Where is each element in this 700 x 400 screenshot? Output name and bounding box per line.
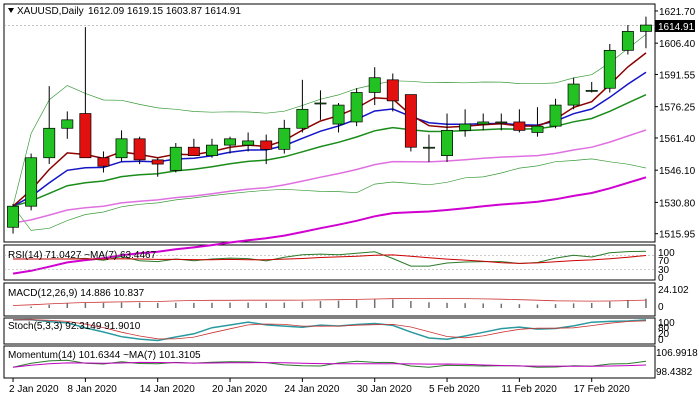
- momentum-line: [12, 359, 647, 368]
- candle-body: [133, 138, 146, 161]
- ohlc-readout: 1612.09 1619.15 1603.87 1614.91: [88, 6, 241, 17]
- momentum-panel: [3, 345, 656, 379]
- rsi-level-0: 0: [658, 273, 664, 284]
- candle-body: [350, 92, 363, 123]
- bollinger-lower-line: [12, 158, 647, 231]
- candle-body: [97, 157, 110, 167]
- price-axis: 1621.70 1606.40 1591.55 1576.25 1561.40 1546.…: [655, 7, 696, 241]
- candle-body: [531, 125, 544, 133]
- momentum-level-min: 98.4382: [656, 367, 693, 378]
- candle-body: [404, 94, 417, 148]
- candle-body: [7, 205, 19, 228]
- symbol-marker-icon: [8, 8, 14, 13]
- price-tick-label: 1546.10: [659, 166, 696, 177]
- candle-body: [459, 123, 472, 131]
- stoch-level-80: 80: [658, 323, 670, 334]
- current-price-label: 1614.91: [658, 22, 695, 33]
- candle-body: [43, 127, 56, 159]
- rsi-line: [13, 250, 647, 267]
- candle-body: [151, 159, 164, 165]
- candle-body: [242, 140, 255, 146]
- price-tick-label: 1606.40: [659, 39, 696, 50]
- candle-body: [224, 138, 236, 146]
- time-tick-label: 8 Jan 2020: [67, 384, 117, 395]
- candle-body: [169, 146, 182, 171]
- candle-body: [206, 144, 218, 156]
- stoch-title: Stoch(5,3,3) 92.3149 91.9010: [8, 321, 141, 332]
- rsi-title: RSI(14) 71.0427 ~MA(7) 63.4467: [8, 250, 157, 261]
- rsi-level-30: 30: [658, 265, 670, 276]
- time-tick-label: 20 Jan 2020: [212, 384, 267, 395]
- price-tick-label: 1515.95: [659, 230, 696, 241]
- stoch-panel: [3, 317, 656, 345]
- candle-body: [25, 157, 38, 207]
- time-tick-label: 17 Feb 2020: [574, 384, 631, 395]
- stoch-level-100: 100: [658, 318, 675, 329]
- macd-signal-line: [12, 297, 647, 306]
- candle-body: [187, 146, 200, 156]
- ema-violet-line: [12, 129, 647, 224]
- price-tick-label: 1621.70: [659, 7, 696, 18]
- candle-body: [423, 146, 435, 149]
- macd-level-max: 24.102: [658, 285, 689, 296]
- time-axis: 2 Jan 2020 8 Jan 2020 14 Jan 2020 20 Jan 20…: [9, 378, 630, 395]
- candles-group: [7, 16, 652, 234]
- time-tick-label: 14 Jan 2020: [140, 384, 195, 395]
- stoch-level-20: 20: [658, 329, 670, 340]
- current-price-tag: [655, 20, 695, 32]
- macd-level-zero: 0: [658, 302, 664, 313]
- stoch-level-0: 0: [658, 335, 664, 346]
- candle-body: [296, 108, 309, 129]
- candle-body: [640, 24, 652, 32]
- candle-body: [115, 138, 128, 159]
- rsi-level-100: 100: [658, 248, 675, 259]
- candle-body: [567, 83, 580, 106]
- momentum-title: Momentum(14) 101.6344 ~MA(7) 101.3105: [8, 350, 201, 361]
- time-tick-label: 2 Jan 2020: [9, 384, 59, 395]
- candle-body: [332, 104, 345, 125]
- momentum-level-max: 106.9918: [656, 348, 698, 359]
- candle-body: [549, 104, 562, 127]
- time-tick-label: 5 Feb 2020: [429, 384, 480, 395]
- candle-body: [314, 102, 327, 105]
- rsi-level-70: 70: [658, 256, 670, 267]
- macd-title: MACD(12,26,9) 14.886 10.837: [8, 288, 145, 299]
- candle-body: [260, 140, 273, 150]
- candle-body: [513, 121, 526, 131]
- candle-body: [79, 113, 92, 159]
- bollinger-upper-line: [12, 34, 647, 207]
- indicator-lines-group: [4, 250, 655, 368]
- ema-magenta-line: [12, 176, 647, 275]
- momentum-ma-line: [12, 361, 647, 368]
- time-tick-label: 24 Jan 2020: [284, 384, 339, 395]
- candle-body: [61, 119, 74, 129]
- time-tick-label: 11 Feb 2020: [501, 384, 557, 395]
- rsi-ma-line: [13, 254, 647, 264]
- candle-body: [477, 121, 490, 125]
- candle-body: [368, 77, 381, 93]
- stoch-main-line: [12, 318, 647, 342]
- time-tick-label: 30 Jan 2020: [357, 384, 412, 395]
- candle-body: [621, 31, 634, 51]
- symbol-label: XAUUSD,Daily: [17, 6, 84, 17]
- price-tick-label: 1561.40: [659, 134, 696, 145]
- price-tick-label: 1591.55: [659, 70, 696, 81]
- candle-body: [441, 130, 453, 156]
- price-tick-label: 1576.25: [659, 103, 696, 114]
- candle-body: [603, 49, 616, 89]
- price-tick-label: 1530.80: [659, 198, 696, 209]
- candle-body: [585, 90, 598, 92]
- candle-body: [278, 127, 291, 150]
- candle-body: [495, 121, 508, 124]
- candle-body: [386, 79, 399, 102]
- stoch-signal-line: [12, 319, 647, 340]
